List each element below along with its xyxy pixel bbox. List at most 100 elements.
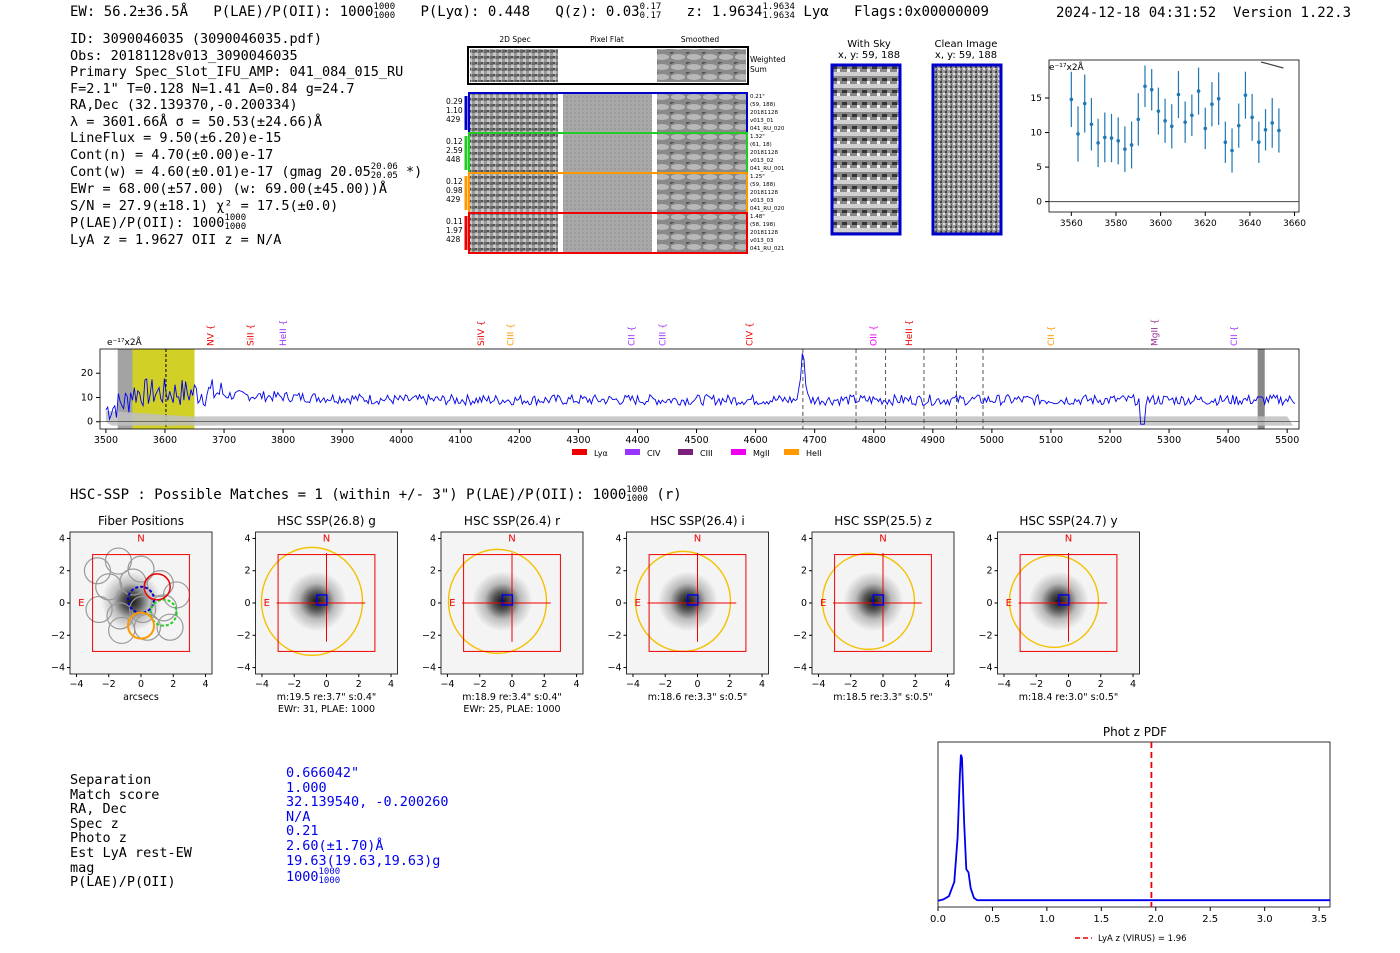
hsc-box (463, 554, 561, 652)
cutout-right-meta: 1.25" (750, 174, 765, 180)
cutout-left-stat: 428 (446, 235, 461, 244)
match-values: 0.666042" 1.000 32.139540, -0.200260 N/A… (286, 766, 449, 886)
zoom-point (1109, 136, 1114, 140)
cutout-right-meta: (61, 18) (750, 142, 772, 148)
zoom-point (1123, 147, 1127, 151)
hsc-north-label: N (879, 534, 886, 545)
spectrum-legend-swatch (572, 449, 587, 455)
zoom-ytick-label: 0 (1036, 198, 1042, 208)
hsc-ytick-label: 0 (986, 598, 992, 609)
spectrum-xtick-label: 4300 (566, 435, 590, 446)
info-lineflux: LineFlux = 9.50(±6.20)e-15 (70, 130, 282, 146)
info-plae: P(LAE)/P(OII): 10001000 1000 (70, 213, 247, 232)
hsc-ytick-label: 0 (430, 598, 436, 609)
hsc-ytick-label: −2 (793, 630, 807, 641)
spectrum-line-label: HeII { (905, 320, 915, 346)
hsc-ytick-label: 4 (59, 533, 65, 544)
zoom-point (1183, 120, 1187, 124)
hsc-ytick-label: 2 (430, 566, 436, 577)
zoom-point (1203, 126, 1208, 131)
zoom-ytick-label: 5 (1036, 163, 1042, 173)
col-label-smoothed: Smoothed (681, 35, 720, 44)
photz-xtick-label: 2.5 (1202, 914, 1218, 925)
spectrum-edge-band-right (1257, 349, 1265, 429)
info-fiber-params: F=2.1" T=0.128 N=1.41 A=0.84 g=24.7 (70, 80, 355, 97)
hsc-ytick-label: −2 (978, 630, 992, 641)
cutout-2d-spec (470, 94, 558, 132)
match-value-ew: 2.60(±1.70)Å (286, 837, 384, 854)
hsc-xtick-label: 0 (880, 679, 886, 690)
hsc-panel-title: Fiber Positions (98, 514, 184, 528)
hsc-ytick-label: 4 (430, 533, 436, 544)
hsc-xtick-label: 2 (541, 679, 547, 690)
hsc-ytick-label: 0 (59, 598, 65, 609)
zoom-point (1270, 121, 1275, 125)
match-label-photoz: Photo z (70, 830, 127, 847)
hsc-north-label: N (508, 534, 515, 545)
cutout-right-meta: 20181128 (750, 110, 778, 116)
fiber-circle-orange (127, 611, 155, 640)
hsc-panel-title: HSC SSP(25.5) z (834, 514, 932, 528)
header-qz-frac: 0.17 0.17 (639, 2, 662, 21)
match-label-separation: Separation (70, 772, 152, 788)
spectrum-legend-label: HeII (806, 449, 822, 458)
hsc-panel-title: HSC SSP(24.7) y (1019, 514, 1117, 528)
cutout-right-meta: v013_01 (750, 118, 774, 124)
spectrum-xtick-label: 5100 (1039, 435, 1063, 446)
zoom-point (1223, 140, 1228, 145)
header-bar: EW: 56.2±36.5Å P(LAE)/P(OII): 10001000 10… (70, 3, 989, 21)
info-wavelength: λ = 3601.66Å σ = 50.53(±24.66)Å (70, 113, 322, 130)
hsc-north-label: N (694, 534, 701, 545)
photz-title: Phot z PDF (1103, 725, 1167, 739)
info-cont-n: Cont(n) = 4.70(±0.00)e-17 (70, 146, 274, 163)
fiber-circle-green (149, 598, 178, 627)
hsc-xtick-label: −2 (473, 679, 487, 690)
hsc-xtick-label: 2 (170, 679, 176, 690)
info-radec: RA,Dec (32.139370,-0.200334) (70, 97, 298, 113)
header-plae: P(LAE)/P(OII): 1000 (213, 4, 374, 20)
photz-xtick-label: 1.5 (1093, 914, 1109, 925)
hsc-center-box (687, 594, 699, 606)
zoom-point (1089, 122, 1094, 127)
zoom-xtick-label: 3640 (1238, 219, 1261, 229)
hsc-xtick-label: 2 (1098, 679, 1104, 690)
cutout-right-meta: v013_03 (750, 238, 774, 244)
hsc-xtick-label: 2 (727, 679, 733, 690)
cutout-left-stat: 429 (446, 115, 461, 124)
hsc-east-label: E (264, 598, 270, 609)
zoom-spectrum-chart: e⁻¹⁷x2Å 3560 3580 3600 3620 3640 3660 0 5 10 15 (1031, 59, 1306, 229)
zoom-point (1257, 140, 1261, 145)
match-label-mag: mag (70, 859, 95, 876)
full-spectrum-chart: e⁻¹⁷x2Å 3500 3600 3700 3800 3900 4000 4100 4200… (81, 319, 1300, 458)
cutout-right-meta: v013_03 (750, 198, 774, 204)
spectrum-ytick-label: 0 (87, 417, 93, 428)
match-label-plae: P(LAE)/P(OII) (70, 874, 176, 891)
hsc-xtick-label: −4 (997, 679, 1011, 690)
cutout-right-meta: (59, 188) (750, 182, 775, 188)
with-sky-title: With Sky (847, 39, 891, 50)
hsc-panel-title: HSC SSP(26.4) i (650, 514, 745, 528)
clean-image (931, 63, 1003, 236)
hsc-center-box (501, 594, 514, 606)
hsc-ytick-label: −4 (236, 663, 250, 674)
zoom-point (1116, 139, 1120, 143)
zoom-point (1216, 96, 1221, 101)
cutout-left-stat: 448 (446, 155, 461, 164)
fiber-circle (119, 568, 147, 596)
cutout-smoothed (657, 94, 746, 132)
spectrum-xtick-label: 4700 (803, 435, 827, 446)
zoom-point (1136, 117, 1141, 122)
zoom-point (1096, 141, 1100, 145)
zoom-point (1263, 127, 1268, 132)
info-sn: S/N = 27.9(±18.1) χ² = 17.5(±0.0) (70, 197, 339, 214)
spectrum-legend-swatch (731, 449, 746, 455)
hsc-stat-line: m:18.6 re:3.3" s:0.5" (648, 692, 748, 703)
zoom-point (1169, 124, 1174, 129)
spectrum-ytick-label: 10 (81, 392, 93, 403)
zoom-point (1156, 109, 1161, 113)
hsc-panel-title: HSC SSP(26.8) g (277, 514, 376, 528)
hsc-east-label: E (449, 598, 455, 609)
info-lya-z: LyA z = 1.9627 OII z = N/A (70, 232, 282, 248)
hsc-xtick-label: 4 (203, 679, 209, 690)
with-sky-image (830, 63, 902, 236)
